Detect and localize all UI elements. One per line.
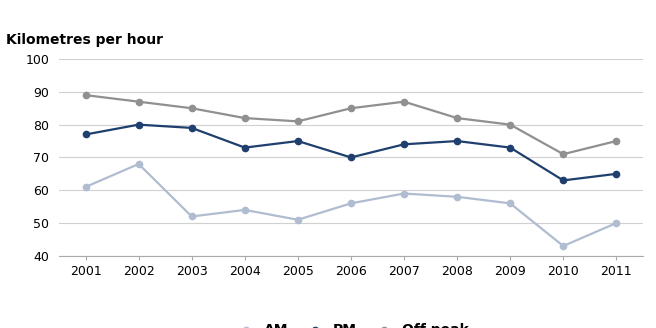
AM — [560, 244, 567, 248]
PM — [294, 139, 302, 143]
AM — [613, 221, 621, 225]
Off peak — [294, 119, 302, 123]
Off peak — [347, 106, 355, 110]
AM — [81, 185, 89, 189]
AM — [294, 218, 302, 222]
Off peak — [560, 152, 567, 156]
AM — [506, 201, 514, 205]
Off peak — [134, 100, 142, 104]
PM — [506, 146, 514, 150]
PM — [134, 123, 142, 127]
Line: PM: PM — [83, 121, 619, 184]
PM — [560, 178, 567, 182]
PM — [400, 142, 408, 146]
Off peak — [188, 106, 195, 110]
AM — [188, 215, 195, 218]
Off peak — [613, 139, 621, 143]
PM — [241, 146, 249, 150]
PM — [453, 139, 461, 143]
Off peak — [241, 116, 249, 120]
PM — [81, 133, 89, 136]
PM — [188, 126, 195, 130]
AM — [347, 201, 355, 205]
AM — [134, 162, 142, 166]
Off peak — [506, 123, 514, 127]
Off peak — [400, 100, 408, 104]
AM — [400, 192, 408, 195]
Off peak — [453, 116, 461, 120]
Off peak — [81, 93, 89, 97]
AM — [241, 208, 249, 212]
PM — [613, 172, 621, 176]
Legend: AM, PM, Off peak: AM, PM, Off peak — [228, 318, 474, 328]
Text: Kilometres per hour: Kilometres per hour — [7, 33, 163, 48]
PM — [347, 155, 355, 159]
Line: Off peak: Off peak — [83, 92, 619, 157]
AM — [453, 195, 461, 199]
Line: AM: AM — [83, 161, 619, 249]
